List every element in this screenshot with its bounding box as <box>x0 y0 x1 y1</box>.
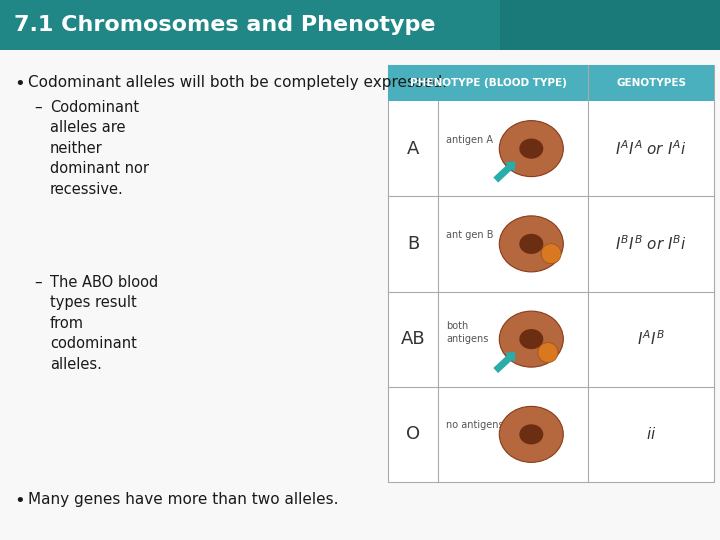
Text: O: O <box>406 426 420 443</box>
Text: no antigens: no antigens <box>446 420 503 430</box>
Circle shape <box>541 244 561 264</box>
Text: $I^{B}I^{B}$ or $I^{B}i$: $I^{B}I^{B}$ or $I^{B}i$ <box>616 234 687 253</box>
Ellipse shape <box>499 311 563 367</box>
FancyArrow shape <box>493 352 516 373</box>
Text: B: B <box>407 235 419 253</box>
Text: The ABO blood
types result
from
codominant
alleles.: The ABO blood types result from codomina… <box>50 275 158 372</box>
Text: $I^{A}I^{B}$: $I^{A}I^{B}$ <box>637 330 665 348</box>
Text: Codominant
alleles are
neither
dominant nor
recessive.: Codominant alleles are neither dominant … <box>50 100 149 197</box>
Ellipse shape <box>499 407 563 462</box>
Text: •: • <box>14 75 24 93</box>
Text: •: • <box>14 492 24 510</box>
FancyArrow shape <box>493 161 516 183</box>
Text: –: – <box>34 275 42 290</box>
Text: –: – <box>34 100 42 115</box>
Ellipse shape <box>519 234 544 254</box>
Text: AB: AB <box>401 330 426 348</box>
Text: 7.1 Chromosomes and Phenotype: 7.1 Chromosomes and Phenotype <box>14 15 436 35</box>
Circle shape <box>538 342 558 362</box>
Ellipse shape <box>519 329 544 349</box>
Text: $ii$: $ii$ <box>646 427 657 442</box>
Text: A: A <box>407 140 419 158</box>
Bar <box>388 65 714 101</box>
Text: Codominant alleles will both be completely expressed.: Codominant alleles will both be complete… <box>28 75 447 90</box>
Text: both
antigens: both antigens <box>446 321 488 343</box>
Text: PHENOTYPE (BLOOD TYPE): PHENOTYPE (BLOOD TYPE) <box>410 78 567 88</box>
Text: Many genes have more than two alleles.: Many genes have more than two alleles. <box>28 492 338 507</box>
Text: GENOTYPES: GENOTYPES <box>616 78 686 88</box>
Bar <box>388 65 714 482</box>
Bar <box>0 0 720 50</box>
Ellipse shape <box>499 120 563 177</box>
Ellipse shape <box>499 216 563 272</box>
Text: ant gen B: ant gen B <box>446 230 493 240</box>
Ellipse shape <box>519 424 544 444</box>
Text: antigen A: antigen A <box>446 134 493 145</box>
Ellipse shape <box>519 139 544 159</box>
Bar <box>0 0 500 50</box>
Text: $I^{A}I^{A}$ or $I^{A}i$: $I^{A}I^{A}$ or $I^{A}i$ <box>616 139 687 158</box>
